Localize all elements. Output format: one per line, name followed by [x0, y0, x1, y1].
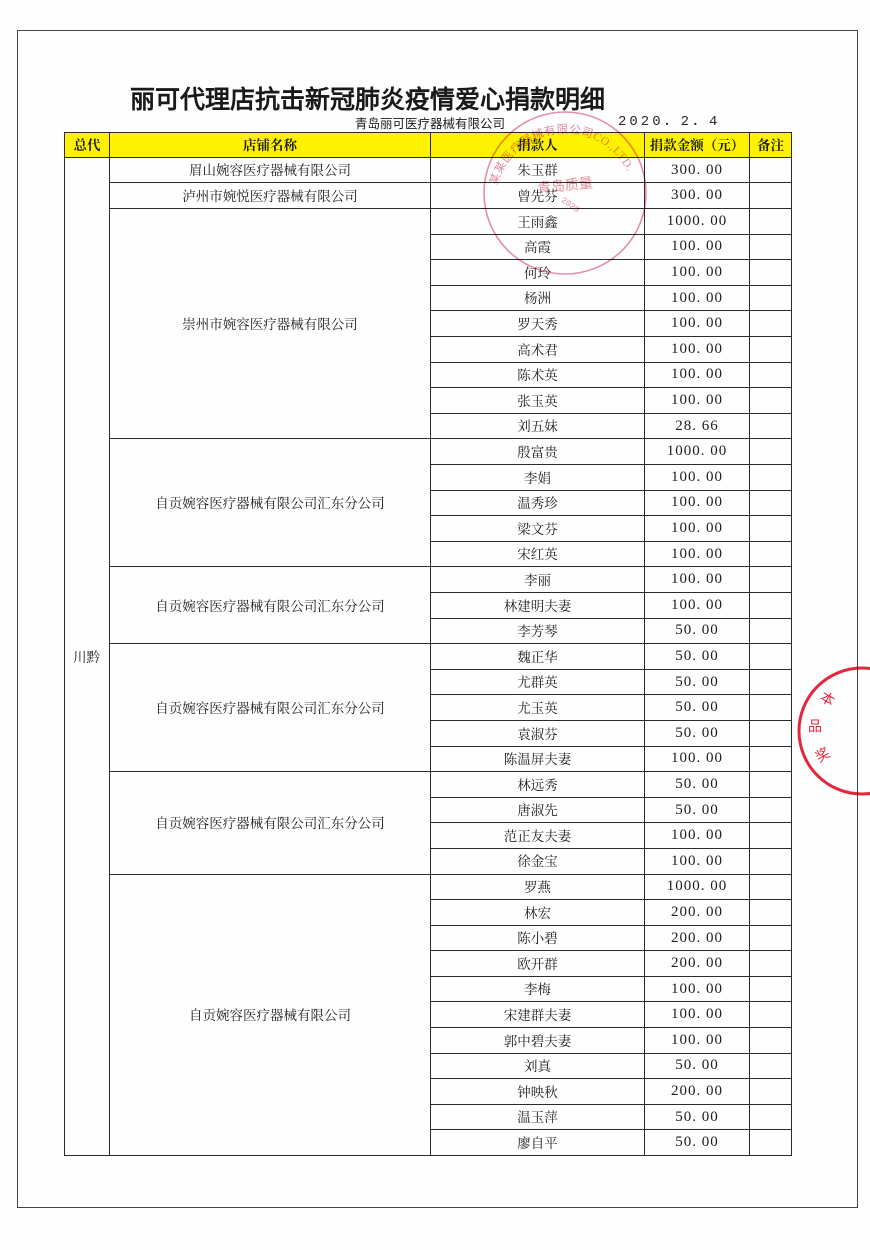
svg-text:本: 本 — [817, 689, 837, 710]
svg-text:2020: 2020 — [559, 195, 581, 215]
svg-text:奖: 奖 — [812, 744, 833, 766]
svg-text:品: 品 — [808, 720, 822, 735]
svg-text:某某医疗器械有限公司CO.,LTD.: 某某医疗器械有限公司CO.,LTD. — [488, 122, 636, 186]
svg-text:青岛质量: 青岛质量 — [536, 175, 593, 197]
